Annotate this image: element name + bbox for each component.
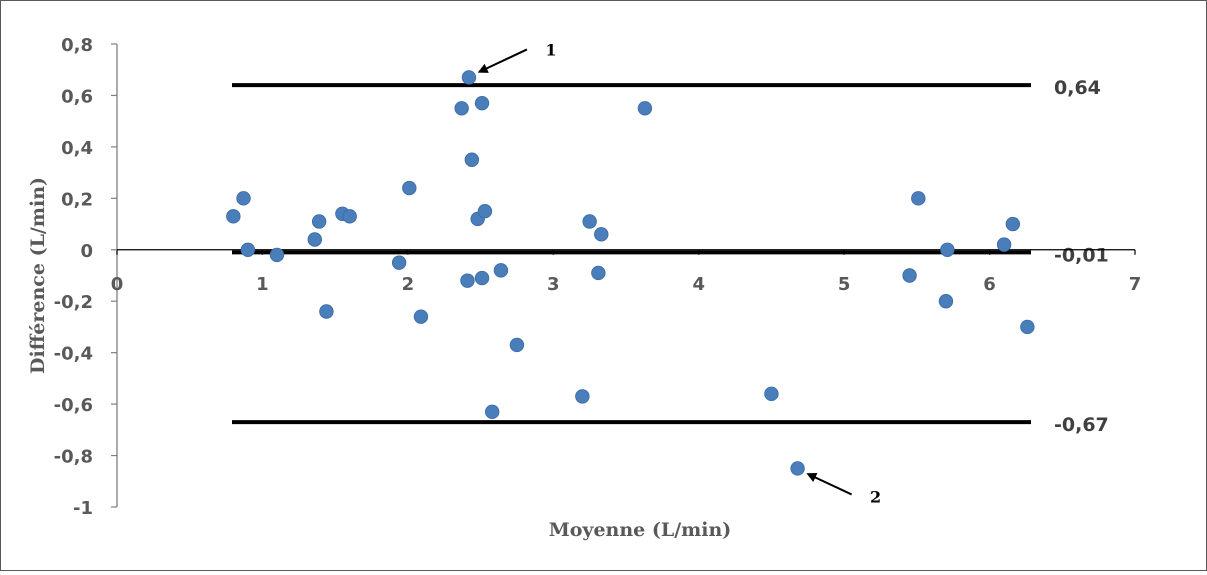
data-point (493, 263, 509, 278)
y-tick-label: -0,4 (54, 344, 93, 365)
data-point (591, 265, 606, 281)
annotations: 12 (477, 40, 881, 506)
x-tick-label: 7 (1129, 274, 1142, 295)
x-tick-label: 0 (111, 274, 124, 295)
y-tick-label: 0,8 (61, 35, 93, 56)
data-point (790, 461, 805, 476)
reference-line-label: 0,64 (1054, 77, 1101, 99)
annotation-label: 2 (870, 487, 881, 506)
data-point (311, 214, 327, 229)
x-tick-label: 6 (983, 274, 996, 295)
y-tick-label: 0,4 (61, 138, 93, 159)
annotation-arrow (806, 472, 853, 496)
y-tick-label: -0,6 (54, 395, 93, 416)
annotation-arrow (477, 48, 528, 73)
data-point (575, 389, 590, 404)
data-point (637, 101, 653, 116)
data-point (240, 242, 256, 257)
data-point (269, 247, 285, 263)
data-point (1020, 319, 1035, 335)
y-tick-label: -0,8 (54, 447, 93, 468)
data-point (460, 273, 475, 288)
data-point (474, 270, 490, 286)
data-point (342, 209, 357, 224)
data-point (996, 237, 1012, 252)
data-point (461, 70, 477, 85)
data-point (902, 268, 917, 283)
data-point (236, 191, 251, 206)
data-point (391, 255, 407, 270)
x-tick-label: 4 (692, 274, 705, 295)
data-point (594, 227, 609, 242)
axes (116, 44, 1135, 507)
data-point (413, 309, 429, 324)
data-point (911, 191, 926, 206)
data-points (226, 70, 1035, 476)
reference-lines: 0,64 -0,01 -0,67 (232, 77, 1109, 436)
data-point (474, 95, 490, 111)
ticks: 0 1 2 3 4 5 6 70,80,60,40,20-0,2-0,4-0,6-0,8-1 (54, 35, 1142, 519)
data-point (454, 101, 469, 116)
data-point (464, 152, 480, 167)
data-point (940, 242, 955, 257)
y-tick-label: 0,2 (61, 189, 93, 210)
data-point (226, 209, 241, 224)
y-tick-label: -1 (73, 498, 93, 519)
data-point (402, 180, 417, 196)
data-point (1005, 216, 1021, 232)
y-axis-title: Différence (L/min) (27, 177, 49, 374)
data-point (319, 304, 334, 319)
reference-line-label: -0,01 (1054, 244, 1109, 266)
data-point (485, 404, 500, 420)
x-tick-label: 3 (547, 274, 560, 295)
y-tick-label: -0,2 (54, 292, 93, 313)
data-point (764, 386, 779, 402)
x-axis-title: Moyenne (L/min) (549, 519, 732, 541)
x-tick-label: 5 (838, 274, 851, 295)
y-tick-label: 0 (80, 241, 93, 262)
data-point (477, 203, 493, 219)
annotation-label: 1 (545, 40, 556, 59)
data-point (582, 214, 597, 229)
x-tick-label: 1 (256, 274, 269, 295)
y-tick-label: 0,6 (61, 86, 93, 107)
reference-line-label: -0,67 (1054, 414, 1109, 436)
data-point (509, 337, 525, 353)
data-point (307, 232, 322, 247)
x-tick-label: 2 (402, 274, 415, 295)
data-point (938, 294, 954, 309)
